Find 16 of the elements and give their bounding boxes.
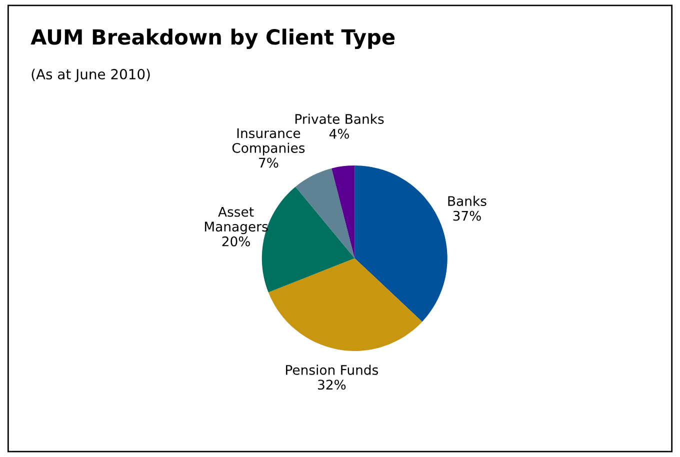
- chart-title: AUM Breakdown by Client Type: [30, 28, 395, 50]
- data-label: 37%: [453, 210, 481, 221]
- text: (As at June 2010): [32, 68, 150, 82]
- pie-slice: [296, 168, 355, 258]
- pie-slice: [268, 258, 422, 351]
- data-label: 32%: [318, 380, 346, 390]
- slice-label: Pension Funds: [286, 364, 378, 375]
- slice-label: Private Banks: [295, 114, 384, 124]
- data-label: 4%: [329, 128, 350, 139]
- slice-label: Insurance Companies: [232, 128, 305, 156]
- pie-slice: [332, 165, 355, 258]
- data-label: 7%: [259, 158, 278, 168]
- slice-label: Asset Managers: [204, 207, 268, 234]
- pie-slice: [354, 165, 448, 322]
- data-label: 20%: [222, 236, 250, 246]
- slice-label: Banks: [448, 196, 486, 206]
